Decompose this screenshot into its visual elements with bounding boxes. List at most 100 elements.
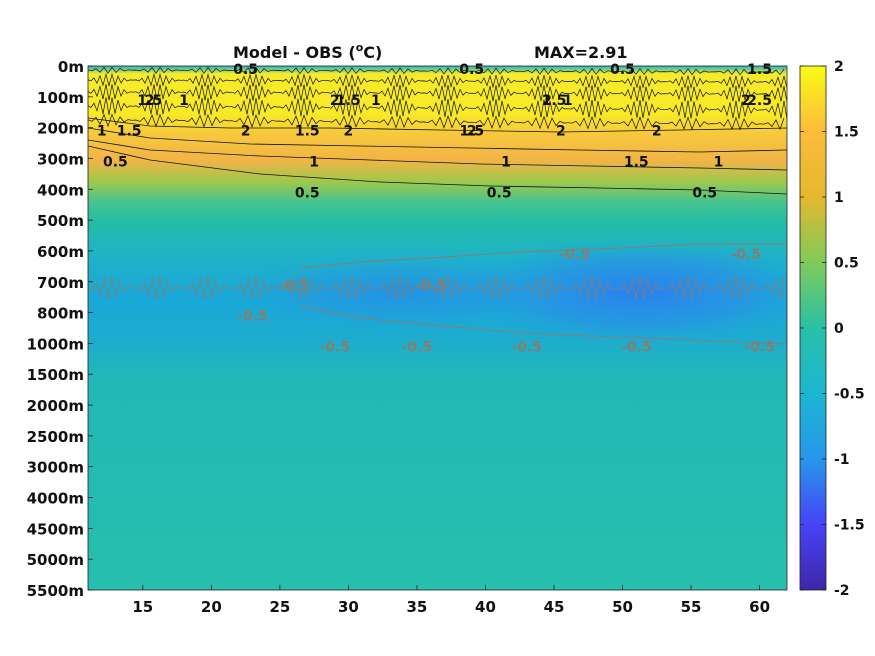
- contour-line: [88, 113, 785, 131]
- contour-label: -0.5: [319, 339, 350, 355]
- contour-line: [88, 117, 787, 133]
- colorbar: 2 1.5 1 0.5 0 -0.5 -1 -1.5 -2: [799, 59, 865, 599]
- colorbar-tick-label: 0.5: [834, 256, 859, 272]
- contour-line: [88, 145, 787, 195]
- contour-label: 2.5: [747, 93, 772, 109]
- colorbar-tick-label: -2: [834, 583, 850, 599]
- title-unit: C): [363, 43, 382, 62]
- contour-label: -0.5: [402, 339, 433, 355]
- contour-label: 0.5: [103, 154, 128, 170]
- x-tick-label: 40: [475, 598, 496, 616]
- contour-label: 1: [309, 154, 319, 170]
- contour-label: 1: [371, 93, 381, 109]
- y-tick-label: 100m: [37, 89, 84, 107]
- contour-label: -0.5: [559, 247, 590, 263]
- contour-label: 2: [467, 124, 477, 140]
- contour-label: 2: [330, 93, 340, 109]
- contour-line: [88, 139, 787, 171]
- contour-label: 0.5: [295, 185, 320, 201]
- x-axis-ticks: 15 20 25 30 35 40 45 50 55 60: [132, 585, 770, 616]
- contour-label: -0.5: [731, 247, 762, 263]
- contour-label: 2: [145, 93, 155, 109]
- y-tick-label: 600m: [37, 243, 84, 261]
- x-tick-label: 30: [338, 598, 359, 616]
- colorbar-tick-label: 1.5: [834, 125, 859, 141]
- contour-line: [299, 243, 787, 269]
- y-tick-label: 400m: [37, 181, 84, 199]
- x-tick-label: 55: [681, 598, 702, 616]
- x-tick-label: 20: [201, 598, 222, 616]
- y-tick-label: 1500m: [27, 366, 84, 384]
- contour-line: [299, 305, 787, 345]
- x-tick-label: 15: [132, 598, 153, 616]
- title-superscript: o: [356, 41, 364, 54]
- contour-label: 2: [652, 124, 662, 140]
- y-tick-label: 0m: [58, 58, 84, 76]
- x-tick-label: 35: [407, 598, 428, 616]
- y-axis-ticks: 0m 100m 200m 300m 400m 500m 600m 700m 800m 1000m 1…: [27, 58, 93, 600]
- y-tick-label: 4000m: [27, 490, 84, 508]
- contour-line: [88, 97, 787, 119]
- x-tick-label: 60: [749, 598, 770, 616]
- contour-label: 1.5: [336, 93, 361, 109]
- contour-labels: 0.5 0.5 0.5 1.51.5 12 1.5 12 1.512 22.51.5 2 2 2 2 21…: [97, 62, 775, 355]
- y-tick-label: 300m: [37, 150, 84, 168]
- contour-label: 0.5: [459, 62, 484, 78]
- y-tick-label: 200m: [37, 120, 84, 138]
- y-tick-label: 2500m: [27, 428, 84, 446]
- contour-label: -0.5: [744, 339, 775, 355]
- max-annotation: MAX=2.91: [534, 43, 628, 62]
- x-tick-label: 45: [544, 598, 565, 616]
- cold-core-west: [230, 252, 570, 332]
- contour-label: 2: [556, 124, 566, 140]
- y-tick-label: 800m: [37, 305, 84, 323]
- contour-label: 2: [241, 124, 251, 140]
- contour-line: [88, 127, 787, 153]
- contour-label: 2: [542, 93, 552, 109]
- chart-title: Model - OBS (oC): [233, 41, 382, 62]
- colorbar-tick-label: 1: [834, 190, 844, 206]
- contour-label: 0.5: [233, 62, 258, 78]
- contour-label: 1.5: [117, 124, 142, 140]
- colorbar-fill: [799, 65, 827, 591]
- contour-line: [88, 66, 785, 76]
- contour-label: 1: [97, 124, 107, 140]
- contour-label: -0.5: [621, 339, 652, 355]
- contour-label: -0.5: [278, 278, 309, 294]
- contour-label: 1.5: [624, 154, 649, 170]
- cold-core: [450, 237, 787, 347]
- contour-label: 1.5: [542, 93, 567, 109]
- contour-label: -0.5: [511, 339, 542, 355]
- y-tick-label: 700m: [37, 274, 84, 292]
- contour-label: 1.5: [459, 124, 484, 140]
- y-tick-label: 5500m: [27, 582, 84, 600]
- plot-frame: [87, 65, 788, 591]
- contour-label: 1: [179, 93, 189, 109]
- y-tick-label: 4500m: [27, 520, 84, 538]
- x-tick-label: 50: [612, 598, 633, 616]
- contour-label: -0.5: [237, 309, 268, 325]
- contour-label: 1: [714, 154, 724, 170]
- y-tick-label: 500m: [37, 212, 84, 230]
- x-tick-label: 25: [269, 598, 290, 616]
- y-tick-label: 5000m: [27, 551, 84, 569]
- contour-label: 1: [501, 154, 511, 170]
- contour-label: 1.5: [747, 62, 772, 78]
- contour-label: 1.5: [295, 124, 320, 140]
- title-prefix: Model - OBS (: [233, 43, 356, 62]
- contour-label: 0.5: [610, 62, 635, 78]
- contour-label: 2: [344, 124, 354, 140]
- colorbar-tick-label: -1: [834, 452, 850, 468]
- contour-label: 1.5: [137, 93, 162, 109]
- colorbar-ticks: 2 1.5 1 0.5 0 -0.5 -1 -1.5 -2: [800, 59, 865, 599]
- colorbar-tick-label: -1.5: [834, 518, 865, 534]
- colorbar-tick-label: -0.5: [834, 387, 865, 403]
- contour-label: 0.5: [692, 185, 717, 201]
- contour-label: 0.5: [487, 185, 512, 201]
- contour-line: [88, 72, 787, 90]
- colorbar-tick-label: 0: [834, 321, 844, 337]
- y-tick-label: 3000m: [27, 459, 84, 477]
- contour-label: 2: [741, 93, 751, 109]
- contour-lines: [88, 66, 787, 345]
